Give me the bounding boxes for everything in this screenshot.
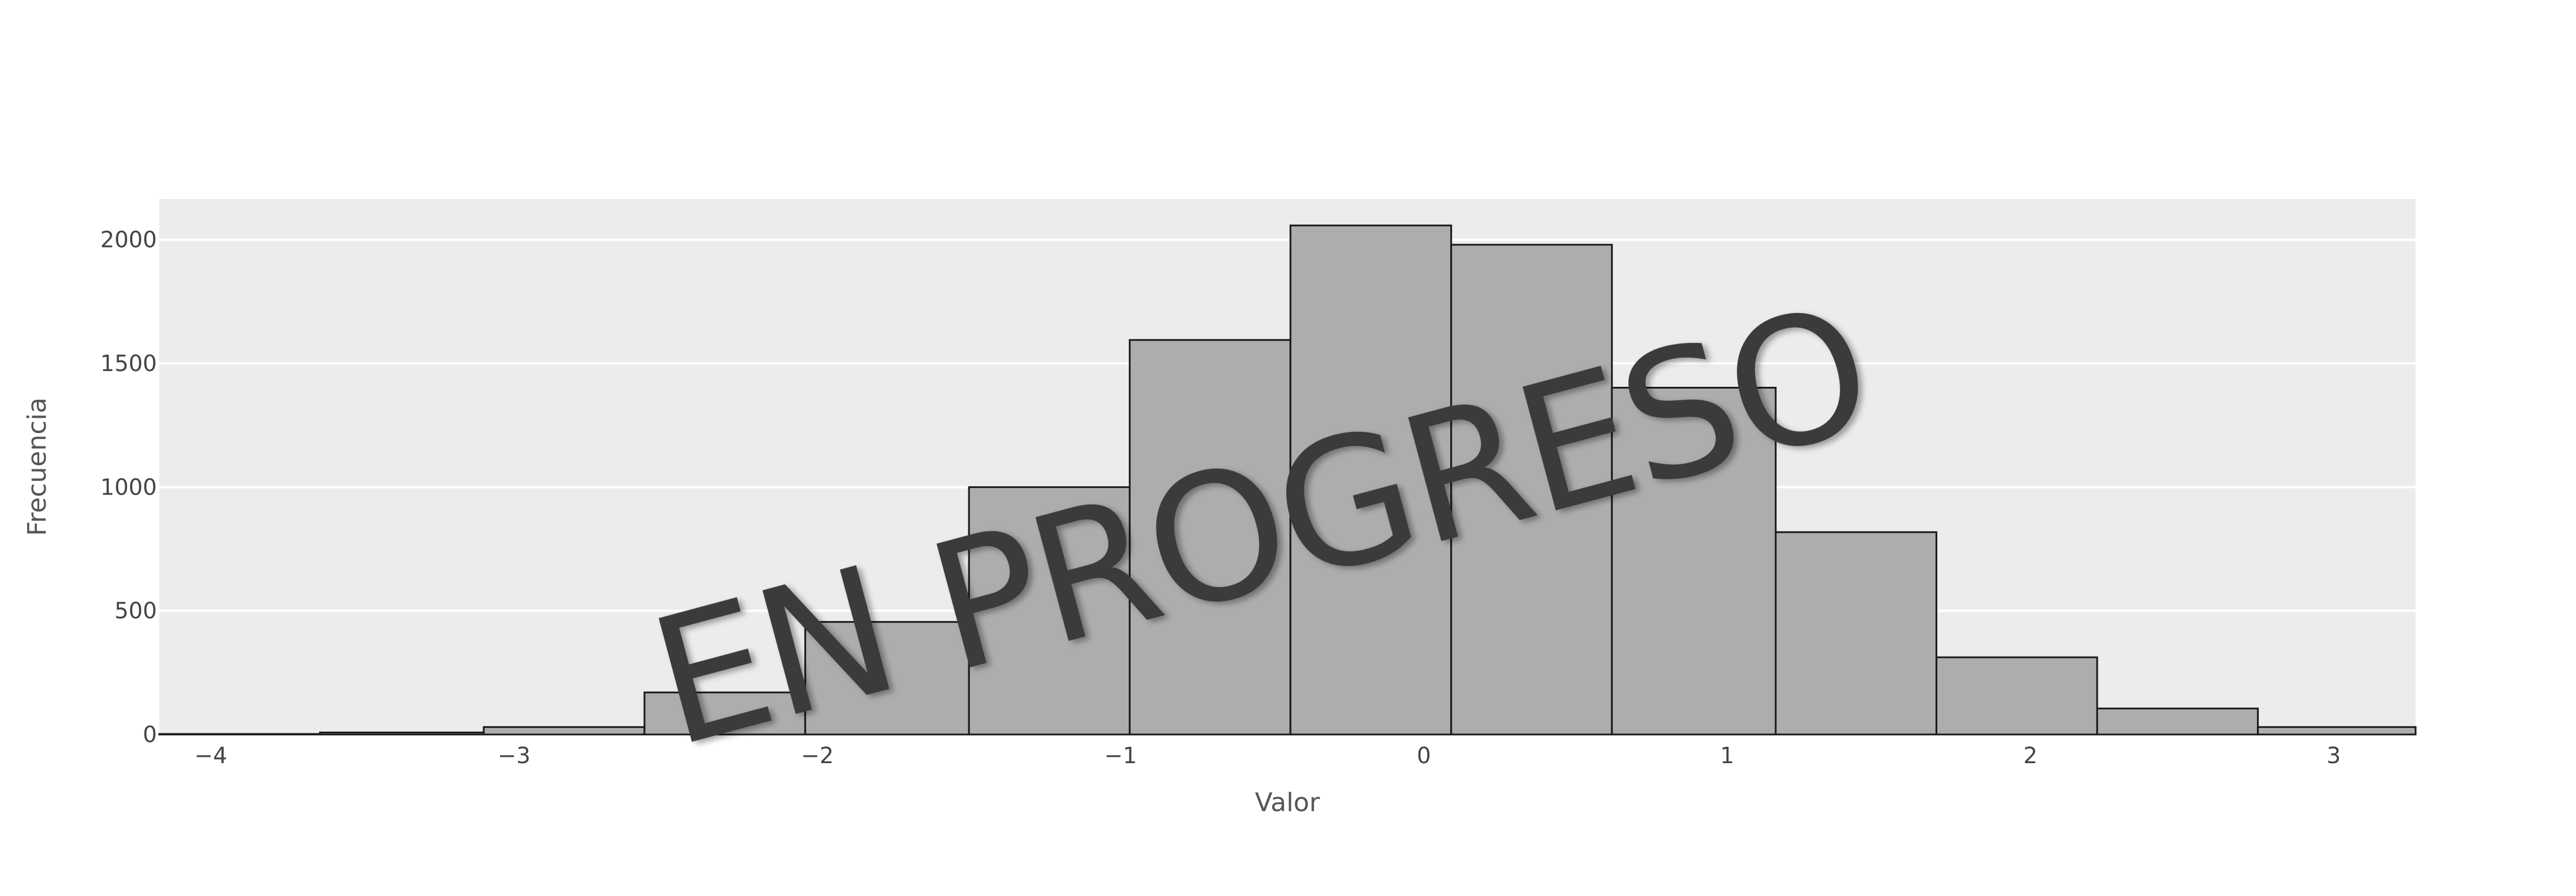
x-axis-ticks: −4 −3 −2 −1 0 1 2 3 [194, 743, 2341, 768]
histogram-bar [1936, 656, 2098, 736]
histogram-bars [158, 224, 2417, 736]
x-tick-label: −3 [498, 743, 530, 768]
y-tick-label: 0 [143, 722, 157, 747]
histogram-bar [2257, 726, 2417, 736]
x-tick-label: −2 [801, 743, 834, 768]
x-axis-title: Valor [1255, 788, 1321, 818]
histogram-bar [2096, 708, 2259, 736]
histogram-bar [1611, 386, 1777, 736]
y-tick-label: 1500 [100, 351, 157, 376]
x-tick-label: 1 [1720, 743, 1734, 768]
y-tick-label: 2000 [100, 227, 157, 253]
y-axis-ticks: 0 500 1000 1500 2000 [100, 227, 157, 747]
x-tick-label: −4 [194, 743, 227, 768]
y-axis-title: Frecuencia [22, 397, 52, 536]
y-tick-label: 1000 [100, 474, 157, 500]
y-tick-label: 500 [114, 598, 157, 624]
histogram-bar [1289, 224, 1453, 736]
x-tick-label: −1 [1104, 743, 1137, 768]
x-tick-label: 3 [2327, 743, 2341, 768]
histogram-bar [482, 726, 646, 736]
histogram-bar [1450, 243, 1613, 736]
x-tick-label: 2 [2023, 743, 2037, 768]
histogram-bar [1775, 531, 1938, 736]
x-tick-label: 0 [1417, 743, 1431, 768]
